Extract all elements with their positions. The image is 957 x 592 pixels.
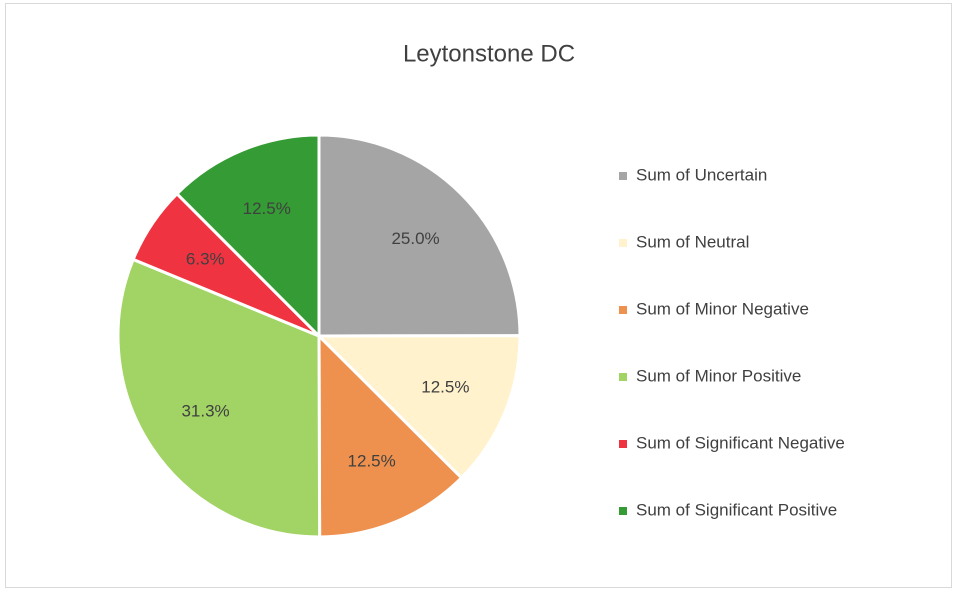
legend-label: Sum of Neutral bbox=[636, 232, 749, 251]
data-label: 31.3% bbox=[181, 402, 229, 421]
legend-label: Sum of Uncertain bbox=[636, 165, 767, 184]
data-label: 25.0% bbox=[391, 229, 439, 248]
data-label: 12.5% bbox=[348, 452, 396, 471]
pie-slice bbox=[116, 257, 322, 539]
data-label: 6.3% bbox=[186, 250, 225, 269]
legend-marker bbox=[619, 239, 627, 247]
pie-slice bbox=[317, 133, 522, 338]
pie-slice bbox=[317, 332, 464, 539]
pie-slice bbox=[174, 133, 321, 340]
data-label: 12.5% bbox=[421, 378, 469, 397]
legend-label: Sum of Minor Positive bbox=[636, 366, 801, 385]
legend-marker bbox=[619, 373, 627, 381]
pie-slice bbox=[315, 334, 522, 480]
chart-title: Leytonstone DC bbox=[403, 40, 575, 67]
legend-label: Sum of Significant Negative bbox=[636, 433, 845, 452]
legend-marker bbox=[619, 306, 627, 314]
legend-marker bbox=[619, 440, 627, 448]
data-label: 12.5% bbox=[243, 199, 291, 218]
legend-label: Sum of Minor Negative bbox=[636, 299, 809, 318]
legend-marker bbox=[619, 172, 627, 180]
legend-label: Sum of Significant Positive bbox=[636, 500, 837, 519]
legend-marker bbox=[619, 507, 627, 515]
